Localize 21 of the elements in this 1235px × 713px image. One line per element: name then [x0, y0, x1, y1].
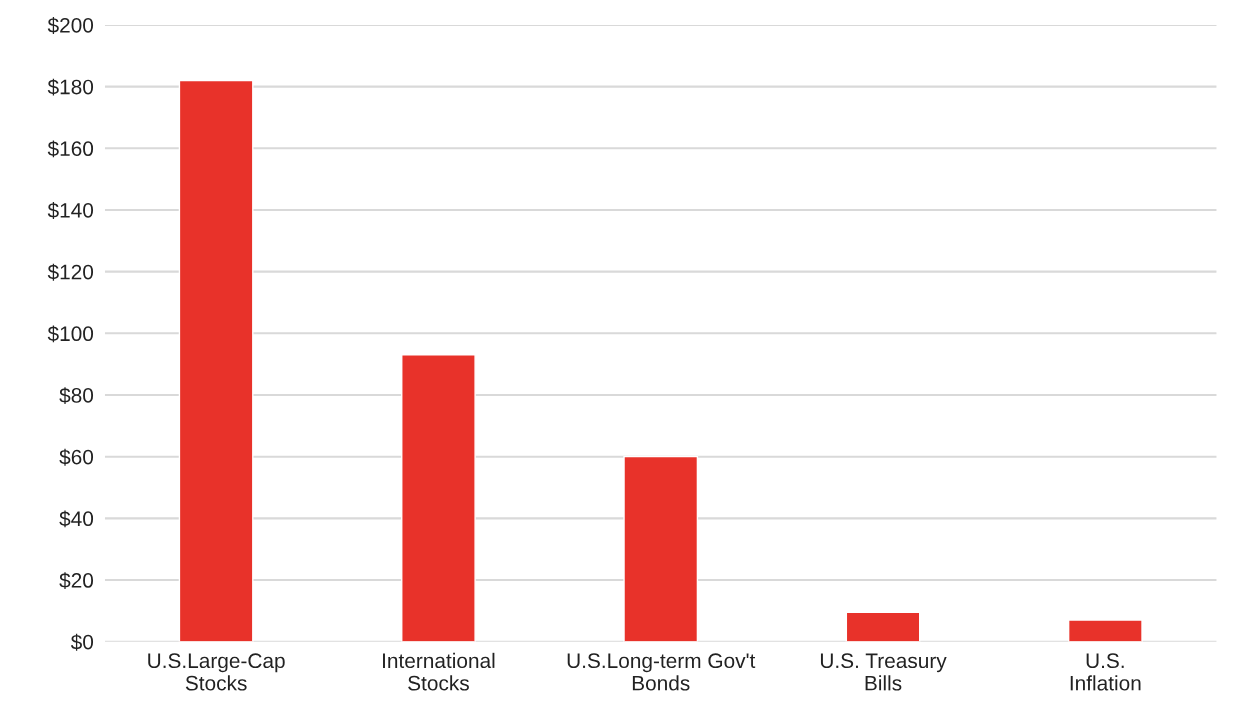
y-tick-label: $100 [47, 325, 94, 343]
y-tick-label: $60 [59, 448, 94, 466]
y-tick-label: $160 [47, 140, 94, 158]
bar [178, 79, 254, 642]
x-tick-label: U.S.Long-term Gov't Bonds [567, 653, 756, 691]
bar [845, 611, 921, 642]
x-tick-label: U.S. Inflation [1070, 653, 1141, 691]
y-tick-label: $40 [59, 510, 94, 528]
y-tick-label: $0 [70, 633, 94, 651]
y-tick-label: $120 [47, 263, 94, 281]
y-tick-label: $20 [59, 572, 94, 590]
bar [623, 455, 699, 642]
y-tick-label: $200 [47, 17, 94, 34]
bar [401, 354, 476, 642]
y-tick-label: $140 [47, 202, 94, 219]
x-tick-label: U.S.Large-Cap Stocks [148, 653, 285, 691]
x-tick-label: International Stocks [383, 652, 495, 691]
bar [1067, 619, 1143, 642]
y-tick-label: $180 [47, 78, 94, 96]
x-tick-label: U.S. Treasury Bills [820, 653, 947, 691]
y-tick-label: $80 [59, 387, 94, 404]
